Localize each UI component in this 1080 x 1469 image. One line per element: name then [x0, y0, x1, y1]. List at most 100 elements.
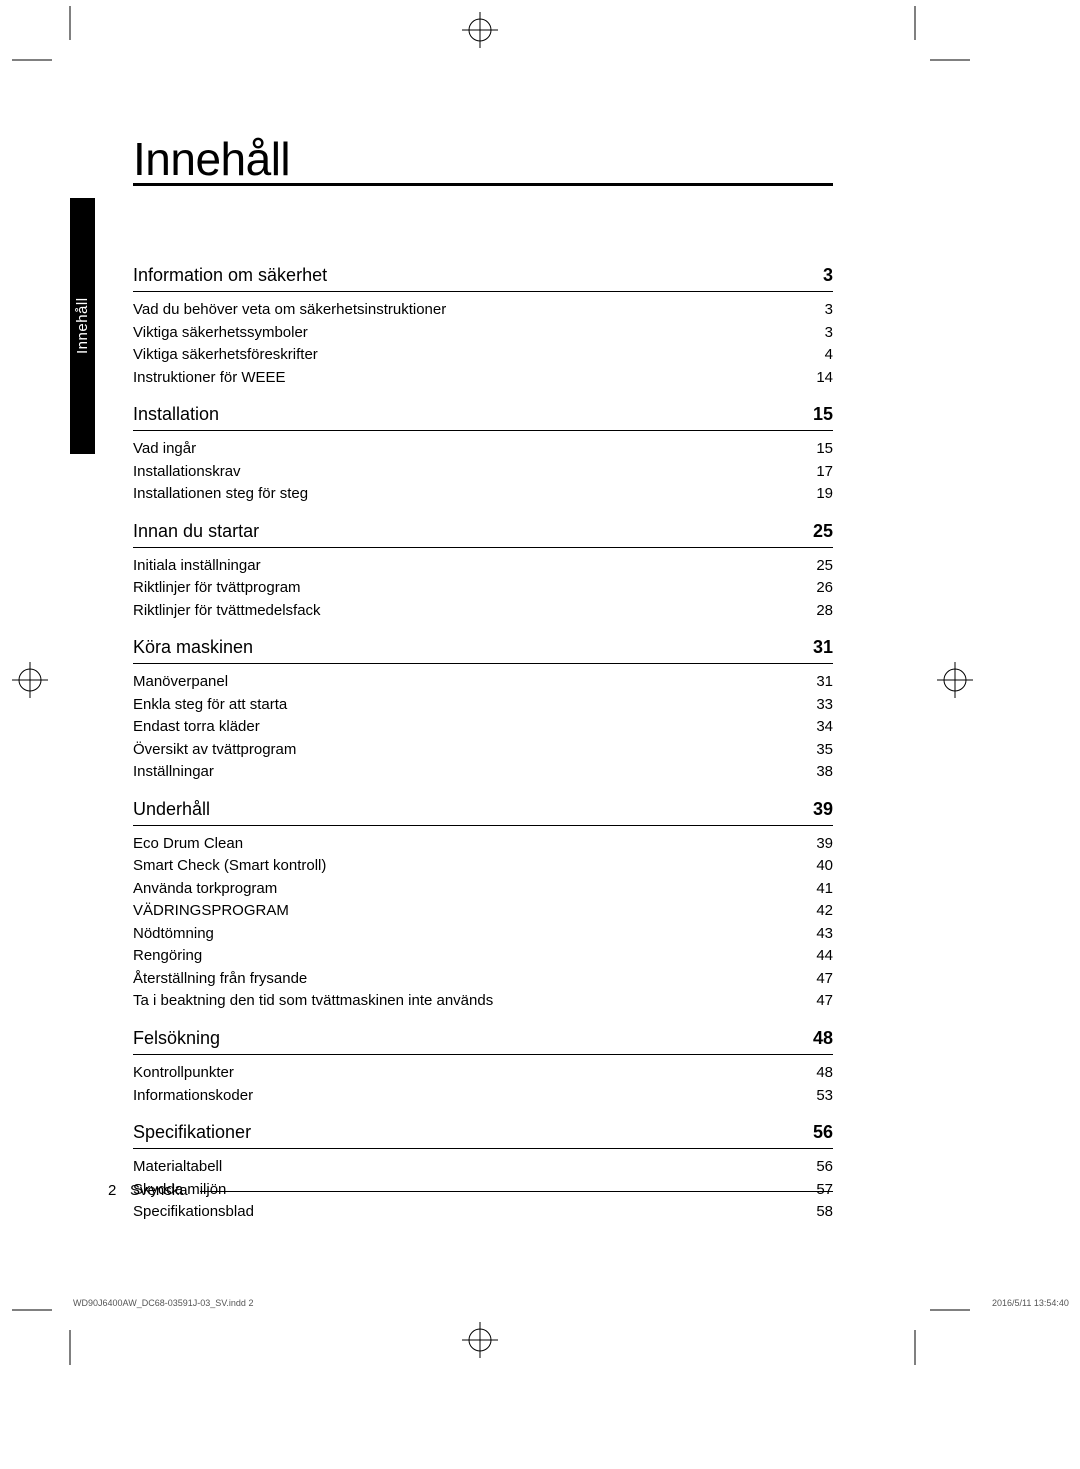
toc-item-page: 33	[816, 694, 833, 717]
toc-item-page: 41	[816, 878, 833, 901]
toc-item-page: 42	[816, 900, 833, 923]
toc-item-page: 47	[816, 990, 833, 1013]
toc-section-heading: Felsökning 48	[133, 1025, 833, 1055]
toc-item-label: Nödtömning	[133, 923, 214, 946]
toc-item-page: 44	[816, 945, 833, 968]
toc-item-page: 38	[816, 761, 833, 784]
toc-item-label: Riktlinjer för tvättmedelsfack	[133, 600, 321, 623]
crop-mark-tr-v	[911, 6, 919, 40]
toc-section-page: 56	[813, 1119, 833, 1145]
toc-item-page: 28	[816, 600, 833, 623]
toc-item-label: Viktiga säkerhetssymboler	[133, 322, 308, 345]
toc-item-label: Ta i beaktning den tid som tvättmaskinen…	[133, 990, 493, 1013]
toc-item: Riktlinjer för tvättprogram26	[133, 577, 833, 600]
toc-section-heading: Underhåll39	[133, 796, 833, 826]
toc-item: Nödtömning 43	[133, 923, 833, 946]
toc-item: Manöverpanel 31	[133, 671, 833, 694]
toc-item-page: 4	[825, 344, 833, 367]
toc-item: Vad ingår 15	[133, 438, 833, 461]
toc-section-title: Information om säkerhet	[133, 262, 327, 288]
toc-item-label: Installationen steg för steg	[133, 483, 308, 506]
toc-section-title: Köra maskinen	[133, 634, 253, 660]
toc-section-page: 31	[813, 634, 833, 660]
toc-item: Riktlinjer för tvättmedelsfack 28	[133, 600, 833, 623]
toc-section: Installation15 Vad ingår 15Installationskr…	[133, 401, 833, 506]
toc-item: Inställningar 38	[133, 761, 833, 784]
toc-content: Information om säkerhet 3 Vad du behöver v…	[133, 250, 833, 1230]
print-info-right: 2016/5/11 13:54:40	[992, 1298, 1069, 1308]
side-tab: Innehåll	[70, 198, 95, 454]
toc-item: Översikt av tvättprogram35	[133, 739, 833, 762]
toc-item: Installationskrav17	[133, 461, 833, 484]
toc-section-page: 48	[813, 1025, 833, 1051]
toc-item-label: Använda torkprogram	[133, 878, 277, 901]
crop-mark-tl-v	[66, 6, 74, 40]
crop-mark-bl-v	[66, 1330, 74, 1365]
toc-item-label: Instruktioner för WEEE	[133, 367, 286, 390]
toc-section-title: Felsökning	[133, 1025, 220, 1051]
crop-mark-tr-h	[930, 56, 970, 64]
toc-section-page: 3	[823, 262, 833, 288]
toc-section: Innan du startar 25 Initiala inställningar…	[133, 518, 833, 623]
toc-item-page: 15	[816, 438, 833, 461]
side-tab-label: Innehåll	[74, 298, 91, 355]
toc-item-label: Viktiga säkerhetsföreskrifter	[133, 344, 318, 367]
toc-item: Enkla steg för att starta 33	[133, 694, 833, 717]
toc-section-title: Innan du startar	[133, 518, 259, 544]
toc-item: Instruktioner för WEEE 14	[133, 367, 833, 390]
toc-item-label: Informationskoder	[133, 1085, 253, 1108]
crop-mark-tl-h	[12, 56, 52, 64]
toc-item-label: Smart Check (Smart kontroll)	[133, 855, 326, 878]
toc-section-heading: Köra maskinen 31	[133, 634, 833, 664]
toc-section: Köra maskinen31Manöverpanel31Enkla steg …	[133, 634, 833, 784]
footer-page-number: 2	[108, 1182, 116, 1199]
reg-mark-left	[12, 662, 48, 698]
toc-item: Viktiga säkerhetssymboler3	[133, 322, 833, 345]
toc-item-page: 43	[816, 923, 833, 946]
toc-item-label: Kontrollpunkter	[133, 1062, 234, 1085]
toc-item-label: Endast torra kläder	[133, 716, 260, 739]
toc-item-page: 53	[816, 1085, 833, 1108]
crop-mark-br-h	[930, 1306, 970, 1314]
toc-item-page: 31	[816, 671, 833, 694]
toc-sub-items: Initiala inställningar25Riktlinjer för t…	[133, 555, 833, 623]
toc-item: Återställning från frysande47	[133, 968, 833, 991]
toc-item-page: 58	[816, 1201, 833, 1224]
toc-item: Eco Drum Clean39	[133, 833, 833, 856]
crop-mark-br-v	[911, 1330, 919, 1365]
toc-item-page: 14	[816, 367, 833, 390]
reg-mark-right	[937, 662, 973, 698]
footer-language: Svenska	[130, 1182, 188, 1199]
toc-item-page: 19	[816, 483, 833, 506]
reg-mark-top	[462, 12, 498, 48]
toc-item-label: Enkla steg för att starta	[133, 694, 287, 717]
toc-item: Kontrollpunkter48	[133, 1062, 833, 1085]
page-title: Innehåll	[133, 132, 290, 186]
toc-section-heading: Installation15	[133, 401, 833, 431]
toc-sub-items: Eco Drum Clean39Smart Check (Smart kontr…	[133, 833, 833, 1013]
toc-item-label: Återställning från frysande	[133, 968, 307, 991]
toc-item: Vad du behöver veta om säkerhetsinstrukt…	[133, 299, 833, 322]
toc-section-heading: Innan du startar 25	[133, 518, 833, 548]
print-info-left: WD90J6400AW_DC68-03591J-03_SV.indd 2	[73, 1298, 253, 1308]
toc-section: Underhåll39 Eco Drum Clean39Smart Check (…	[133, 796, 833, 1013]
toc-item-label: Speciﬁkationsblad	[133, 1201, 254, 1224]
toc-item: Speciﬁkationsblad 58	[133, 1201, 833, 1224]
toc-section: Specifikationer56Materialtabell56Skydda …	[133, 1119, 833, 1224]
toc-item: Endast torra kläder34	[133, 716, 833, 739]
toc-item-page: 56	[816, 1156, 833, 1179]
toc-item-label: Rengöring	[133, 945, 202, 968]
toc-item-label: Materialtabell	[133, 1156, 222, 1179]
toc-item-label: Riktlinjer för tvättprogram	[133, 577, 301, 600]
toc-section-title: Installation	[133, 401, 219, 427]
toc-item-label: Manöverpanel	[133, 671, 228, 694]
toc-item-label: Översikt av tvättprogram	[133, 739, 296, 762]
toc-item: Initiala inställningar25	[133, 555, 833, 578]
toc-section-title: Specifikationer	[133, 1119, 251, 1145]
toc-section-page: 25	[813, 518, 833, 544]
toc-section-heading: Specifikationer 56	[133, 1119, 833, 1149]
toc-item-label: Inställningar	[133, 761, 214, 784]
toc-item-label: Initiala inställningar	[133, 555, 261, 578]
toc-item-label: Eco Drum Clean	[133, 833, 243, 856]
toc-item-label: Vad ingår	[133, 438, 196, 461]
